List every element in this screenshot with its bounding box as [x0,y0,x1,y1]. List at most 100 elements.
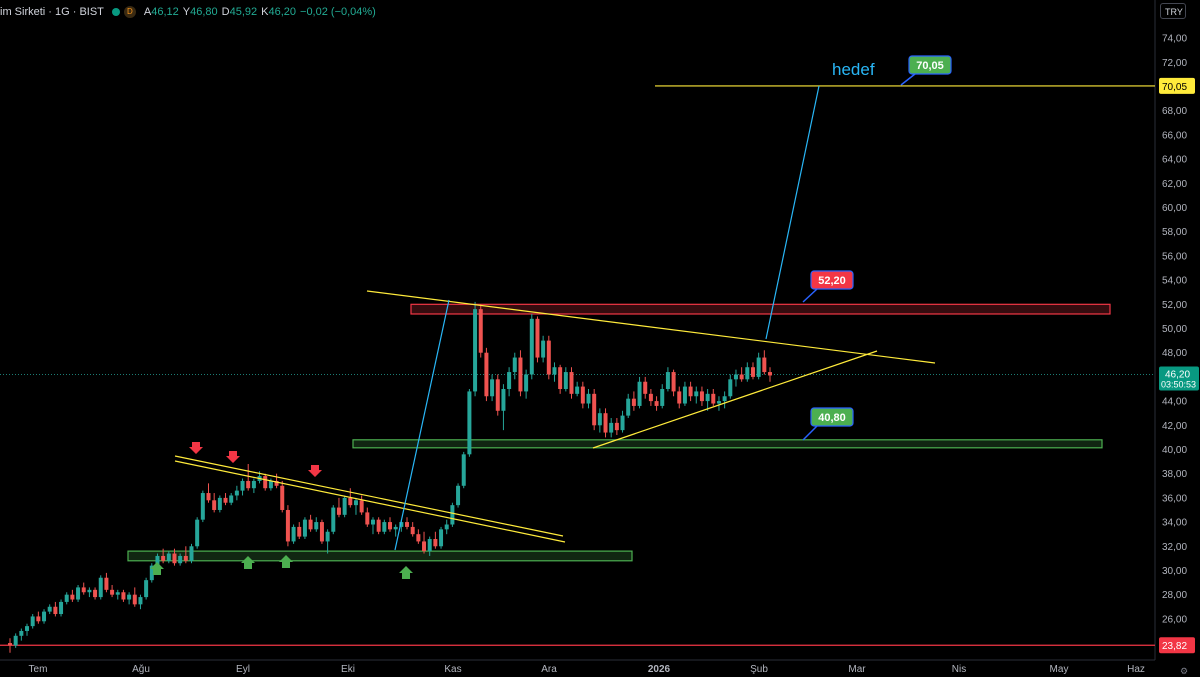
candle-body [263,476,268,489]
x-tick-label: Eki [341,664,355,675]
candle-body [524,374,529,392]
candle-body [251,480,256,489]
x-tick-label: Mar [848,664,866,675]
candle-body [223,497,228,503]
settings-gear-icon[interactable]: ⚙ [1180,666,1189,676]
candle-body [603,413,608,433]
candle-body [671,372,676,392]
candle-body [569,372,574,394]
candle-body [654,401,659,406]
callout-box [810,407,854,427]
callout-label: 40,80 [818,412,846,424]
y-tick-label: 28,00 [1162,590,1187,601]
data-badge: D [123,6,136,18]
candle-body [30,616,35,627]
candle-body [609,422,614,433]
candle-body [121,592,126,600]
candle-body [399,522,404,527]
arrow-down-icon [308,465,322,477]
callout-label: 70,05 [916,60,944,72]
y-tick-label: 52,00 [1162,300,1187,311]
candle-body [144,580,149,598]
candle-body [484,352,489,397]
y-tick-label: 50,00 [1162,324,1187,335]
candle-body [291,526,296,542]
candle-body [189,546,194,561]
candle-body [132,594,137,605]
candle-body [745,367,750,380]
candle-body [246,480,251,489]
triangle-lower-line [592,350,878,449]
arrow-down-icon [189,442,203,454]
candle-body [507,372,512,389]
chart-header: im Sirketi · 1G · BIST D A 46,12 Y 46,80… [0,4,380,20]
candle-body [456,485,461,506]
candle-body [104,577,109,590]
candle-body [13,635,18,646]
callout-pointer [802,425,818,441]
candle-body [365,512,370,525]
symbol-title[interactable]: im Sirketi · 1G · BIST [0,6,104,18]
candle-body [274,480,279,486]
candle-body [768,372,772,376]
target-projection-line [765,85,820,340]
candle-body [240,480,245,491]
x-tick-label: Kas [444,664,461,675]
x-tick-label: Şub [750,664,768,675]
candle-body [580,386,585,404]
candle-body [297,526,302,537]
arrow-up-icon [399,566,413,579]
currency-button[interactable]: TRY [1160,3,1186,19]
y-tick-label: 30,00 [1162,566,1187,577]
candle-body [19,630,24,636]
price-tag [1159,77,1195,94]
x-tick-label: Eyl [236,664,250,675]
candle-body [529,318,534,375]
candle-body [739,374,744,380]
support-zone-upper [352,439,1103,449]
y-tick-label: 26,00 [1162,614,1187,625]
candle-body [614,422,619,431]
candle-body [172,553,177,564]
open-value: 46,12 [151,6,179,18]
callout-box [810,270,854,290]
candle-body [546,340,551,375]
candle-body [70,594,75,600]
y-tick-label: 74,00 [1162,34,1187,45]
candle-body [359,500,364,513]
last-price-tag [1159,366,1199,391]
candle-body [478,309,483,353]
candle-body [212,500,217,510]
candle-body [733,374,738,380]
candle-body [473,309,478,392]
candle-body [501,388,506,411]
candle-body [450,505,455,525]
candle-body [592,393,597,426]
arrow-up-icon [150,562,164,575]
candle-body [518,357,523,392]
arrow-up-icon [279,555,293,568]
support-zone-lower [127,550,633,562]
candle-body [393,526,398,530]
y-tick-label: 38,00 [1162,469,1187,480]
candle-body [620,415,625,431]
candle-body [762,357,767,373]
candle-body [626,398,631,416]
candle-body [353,500,358,506]
y-tick-label: 32,00 [1162,542,1187,553]
candle-body [722,396,727,402]
x-tick-label: 2026 [648,664,671,675]
candle-body [47,606,52,612]
candle-body [558,367,563,389]
candle-body [467,391,472,455]
candle-body [42,611,47,622]
candle-body [280,485,285,510]
candle-body [388,522,392,530]
candle-body [325,531,330,542]
candle-body [444,524,449,530]
y-tick-label: 44,00 [1162,397,1187,408]
y-tick-label: 56,00 [1162,251,1187,262]
price-tag [1159,637,1195,654]
downtrend-line-upper [174,455,564,537]
